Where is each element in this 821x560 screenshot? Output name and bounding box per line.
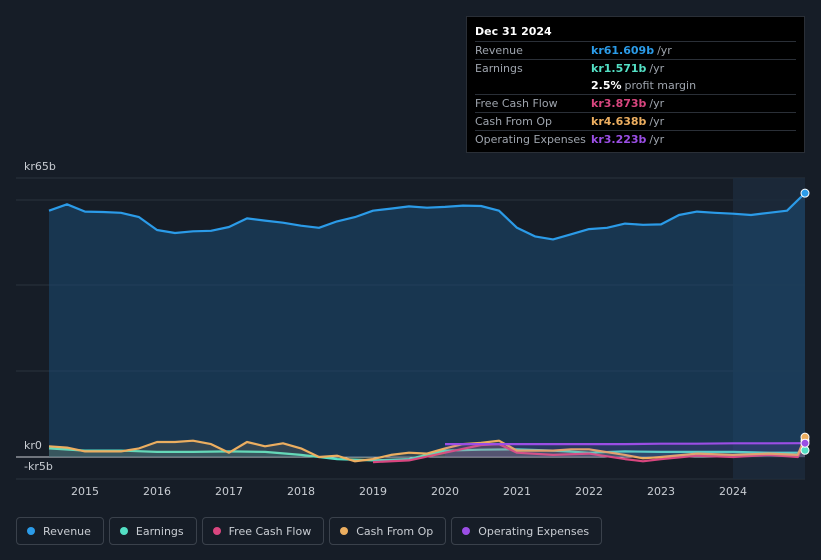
legend-dot-icon — [340, 527, 349, 535]
revenue-line — [48, 192, 806, 241]
tooltip-panel: Dec 31 2024 Revenue kr61.609b/yr Earnings k… — [466, 16, 805, 153]
tooltip-row-label: Earnings — [475, 62, 523, 75]
tooltip-row: Cash From Op kr4.638b/yr — [475, 112, 796, 130]
x-tick-label: 2016 — [143, 485, 171, 498]
x-axis: 2015 2016 2017 2018 2019 2020 2021 2022 2023 2024 — [71, 485, 747, 498]
x-tick-label: 2018 — [287, 485, 315, 498]
x-tick-label: 2021 — [503, 485, 531, 498]
operating-expenses-endpoint — [800, 438, 810, 448]
legend-item-earnings[interactable]: Earnings — [108, 517, 197, 545]
legend-label: Cash From Op — [356, 524, 434, 538]
chart-legend: Revenue Earnings Free Cash Flow Cash From O… — [16, 517, 603, 545]
legend-dot-icon — [27, 527, 35, 535]
legend-label: Revenue — [43, 524, 91, 538]
x-tick-label: 2019 — [359, 485, 387, 498]
tooltip-row-label — [475, 77, 591, 94]
tooltip-row-label: Cash From Op — [475, 115, 553, 128]
tooltip-row-value: kr61.609b — [591, 44, 655, 57]
cash-from-op-line — [48, 436, 807, 463]
x-tick-label: 2020 — [431, 485, 459, 498]
legend-label: Earnings — [135, 524, 184, 538]
tooltip-row-unit: /yr — [649, 115, 665, 128]
legend-label: Free Cash Flow — [228, 524, 312, 538]
y-axis: kr65b kr0 -kr5b — [24, 160, 56, 473]
tooltip-row: Revenue kr61.609b/yr — [475, 41, 796, 59]
tooltip-row-value: 2.5% — [591, 79, 622, 92]
tooltip-row-unit: /yr — [649, 62, 665, 75]
series-endpoints — [800, 188, 810, 455]
tooltip-row-label: Free Cash Flow — [475, 97, 558, 110]
tooltip-row-label: Revenue — [475, 44, 523, 57]
tooltip-row-unit: /yr — [649, 97, 665, 110]
tooltip-row-unit: /yr — [649, 133, 665, 146]
y-tick-label: -kr5b — [24, 460, 53, 473]
tooltip-row-value: kr3.873b — [591, 97, 647, 110]
cash-from-op-area — [49, 437, 805, 462]
x-tick-label: 2024 — [719, 485, 747, 498]
legend-dot-icon — [212, 527, 221, 535]
tooltip-row: Operating Expenses kr3.223b/yr — [475, 130, 796, 148]
operating-expenses-line — [445, 442, 806, 446]
y-tick-label: kr0 — [24, 439, 42, 452]
x-tick-label: 2023 — [647, 485, 675, 498]
tooltip-row-value: kr4.638b — [591, 115, 647, 128]
tooltip-row-unit: profit margin — [624, 79, 697, 92]
tooltip-row-value: kr3.223b — [591, 133, 647, 146]
tooltip-row: 2.5% profit margin — [475, 77, 796, 94]
x-tick-label: 2022 — [575, 485, 603, 498]
legend-item-revenue[interactable]: Revenue — [16, 517, 104, 545]
revenue-area — [49, 193, 805, 457]
tooltip-date: Dec 31 2024 — [475, 25, 552, 38]
legend-item-cash-from-op[interactable]: Cash From Op — [329, 517, 447, 545]
legend-dot-icon — [119, 527, 128, 535]
tooltip-row-label: Operating Expenses — [475, 133, 586, 146]
y-tick-label: kr65b — [24, 160, 56, 173]
legend-item-operating-expenses[interactable]: Operating Expenses — [451, 517, 603, 545]
tooltip-row-value: kr1.571b — [591, 62, 647, 75]
earnings-area — [49, 448, 805, 461]
tooltip-row: Earnings kr1.571b/yr — [475, 59, 796, 77]
tooltip-row-unit: /yr — [657, 44, 672, 57]
earnings-line — [48, 447, 806, 462]
operating-expenses-area — [445, 443, 805, 457]
free-cash-flow-line — [372, 439, 807, 464]
legend-label: Operating Expenses — [478, 524, 590, 538]
chart-series — [48, 192, 807, 464]
legend-item-free-cash-flow[interactable]: Free Cash Flow — [201, 517, 325, 545]
legend-dot-icon — [462, 527, 471, 535]
x-tick-label: 2015 — [71, 485, 99, 498]
tooltip-row: Free Cash Flow kr3.873b/yr — [475, 94, 796, 112]
x-tick-label: 2017 — [215, 485, 243, 498]
revenue-endpoint — [800, 188, 810, 198]
